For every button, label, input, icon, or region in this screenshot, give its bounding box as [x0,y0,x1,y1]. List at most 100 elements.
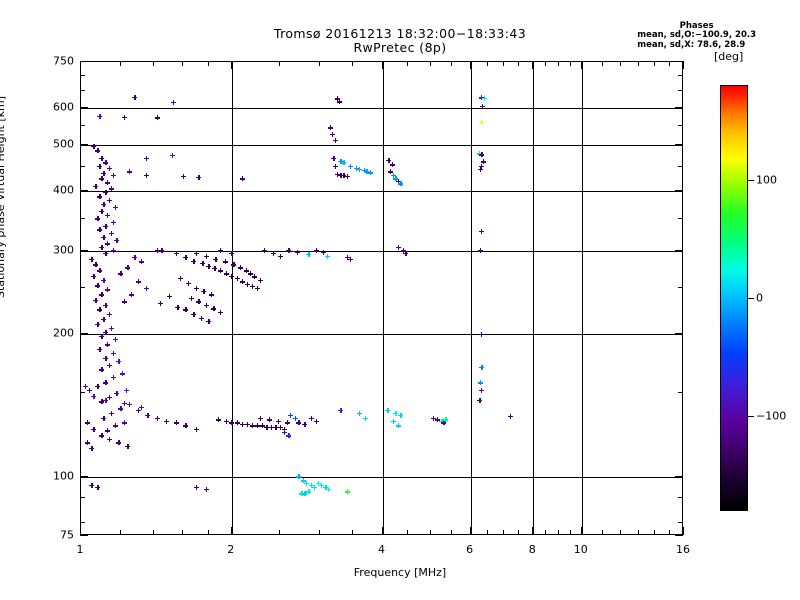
y-tick-minor [678,287,683,289]
x-tick-minor [407,61,409,66]
data-point [201,288,207,294]
data-point [93,262,99,268]
x-tick-major [469,61,471,69]
x-tick-minor [601,530,603,535]
data-point [393,176,399,182]
data-point [385,407,391,413]
data-point [173,420,179,426]
gridline-vertical [581,62,583,534]
x-tick-minor [545,61,547,66]
x-tick-major [532,527,534,535]
data-point [125,443,131,449]
data-point [101,234,107,240]
data-point [325,487,331,493]
data-point [344,489,350,495]
data-point [105,212,111,218]
data-point [166,294,172,300]
data-point [188,295,194,301]
data-point [103,355,109,361]
data-point [222,259,228,265]
data-point [480,159,486,165]
y-tick-major [80,535,88,536]
data-point [388,169,393,175]
data-point [99,367,105,373]
data-point [273,425,279,431]
data-point [183,255,189,261]
data-point [103,223,109,229]
data-point [106,362,112,368]
data-point [145,412,151,418]
x-tick-label: 1 [76,543,84,556]
data-point [318,482,324,488]
data-point [254,285,260,291]
data-point [481,96,487,102]
data-point [398,181,404,187]
data-point [395,244,401,250]
stats-header: Phases [679,21,714,31]
data-point [114,390,120,396]
y-tick-major [80,106,88,108]
x-tick-minor [620,530,622,535]
x-tick-minor [430,61,432,66]
data-point [344,174,350,179]
data-point [430,415,436,421]
data-point [93,297,99,303]
data-point [191,311,197,317]
data-point [395,178,401,184]
data-point [213,256,219,262]
data-point [357,166,363,172]
data-point [116,359,122,365]
data-point [105,428,111,434]
data-point [367,170,373,176]
data-point [302,491,308,497]
data-point [97,346,103,352]
x-tick-minor [430,530,432,535]
data-point [203,302,209,308]
data-point [112,336,118,342]
data-point [99,155,105,161]
data-point [103,380,109,386]
data-point [183,307,189,313]
data-point [95,216,101,222]
data-point [183,423,189,429]
x-tick-major [381,527,383,535]
data-point [264,425,270,431]
x-tick-major [683,527,684,535]
data-point [364,169,370,175]
data-point [276,418,282,424]
gridline-horizontal [81,476,682,478]
data-point [363,415,369,421]
y-tick-label: 500 [53,137,74,151]
data-point [119,371,125,377]
data-point [121,400,127,406]
data-point [138,405,144,410]
y-tick-label: 400 [53,183,74,197]
data-point [143,285,149,291]
data-point [177,276,183,281]
data-point [270,250,276,256]
data-canvas [81,62,682,534]
data-point [154,415,160,421]
x-tick-minor [207,61,209,66]
data-point [390,173,396,179]
data-point [84,420,90,426]
data-point [132,95,138,101]
data-point [101,415,107,421]
x-tick-major [580,527,582,535]
data-point [84,440,90,446]
x-tick-minor [153,530,155,535]
x-tick-major [532,61,534,69]
x-tick-minor [518,530,520,535]
x-tick-major [80,61,81,69]
data-point [259,423,265,429]
data-point [95,484,101,490]
x-tick-minor [450,530,452,535]
colorbar-tick-label: 100 [756,173,777,187]
y-tick-major [80,144,88,146]
x-tick-minor [487,61,489,66]
data-point [127,169,133,175]
data-point [239,176,245,182]
data-point [106,436,112,442]
x-tick-minor [569,530,571,535]
data-point [237,265,243,271]
